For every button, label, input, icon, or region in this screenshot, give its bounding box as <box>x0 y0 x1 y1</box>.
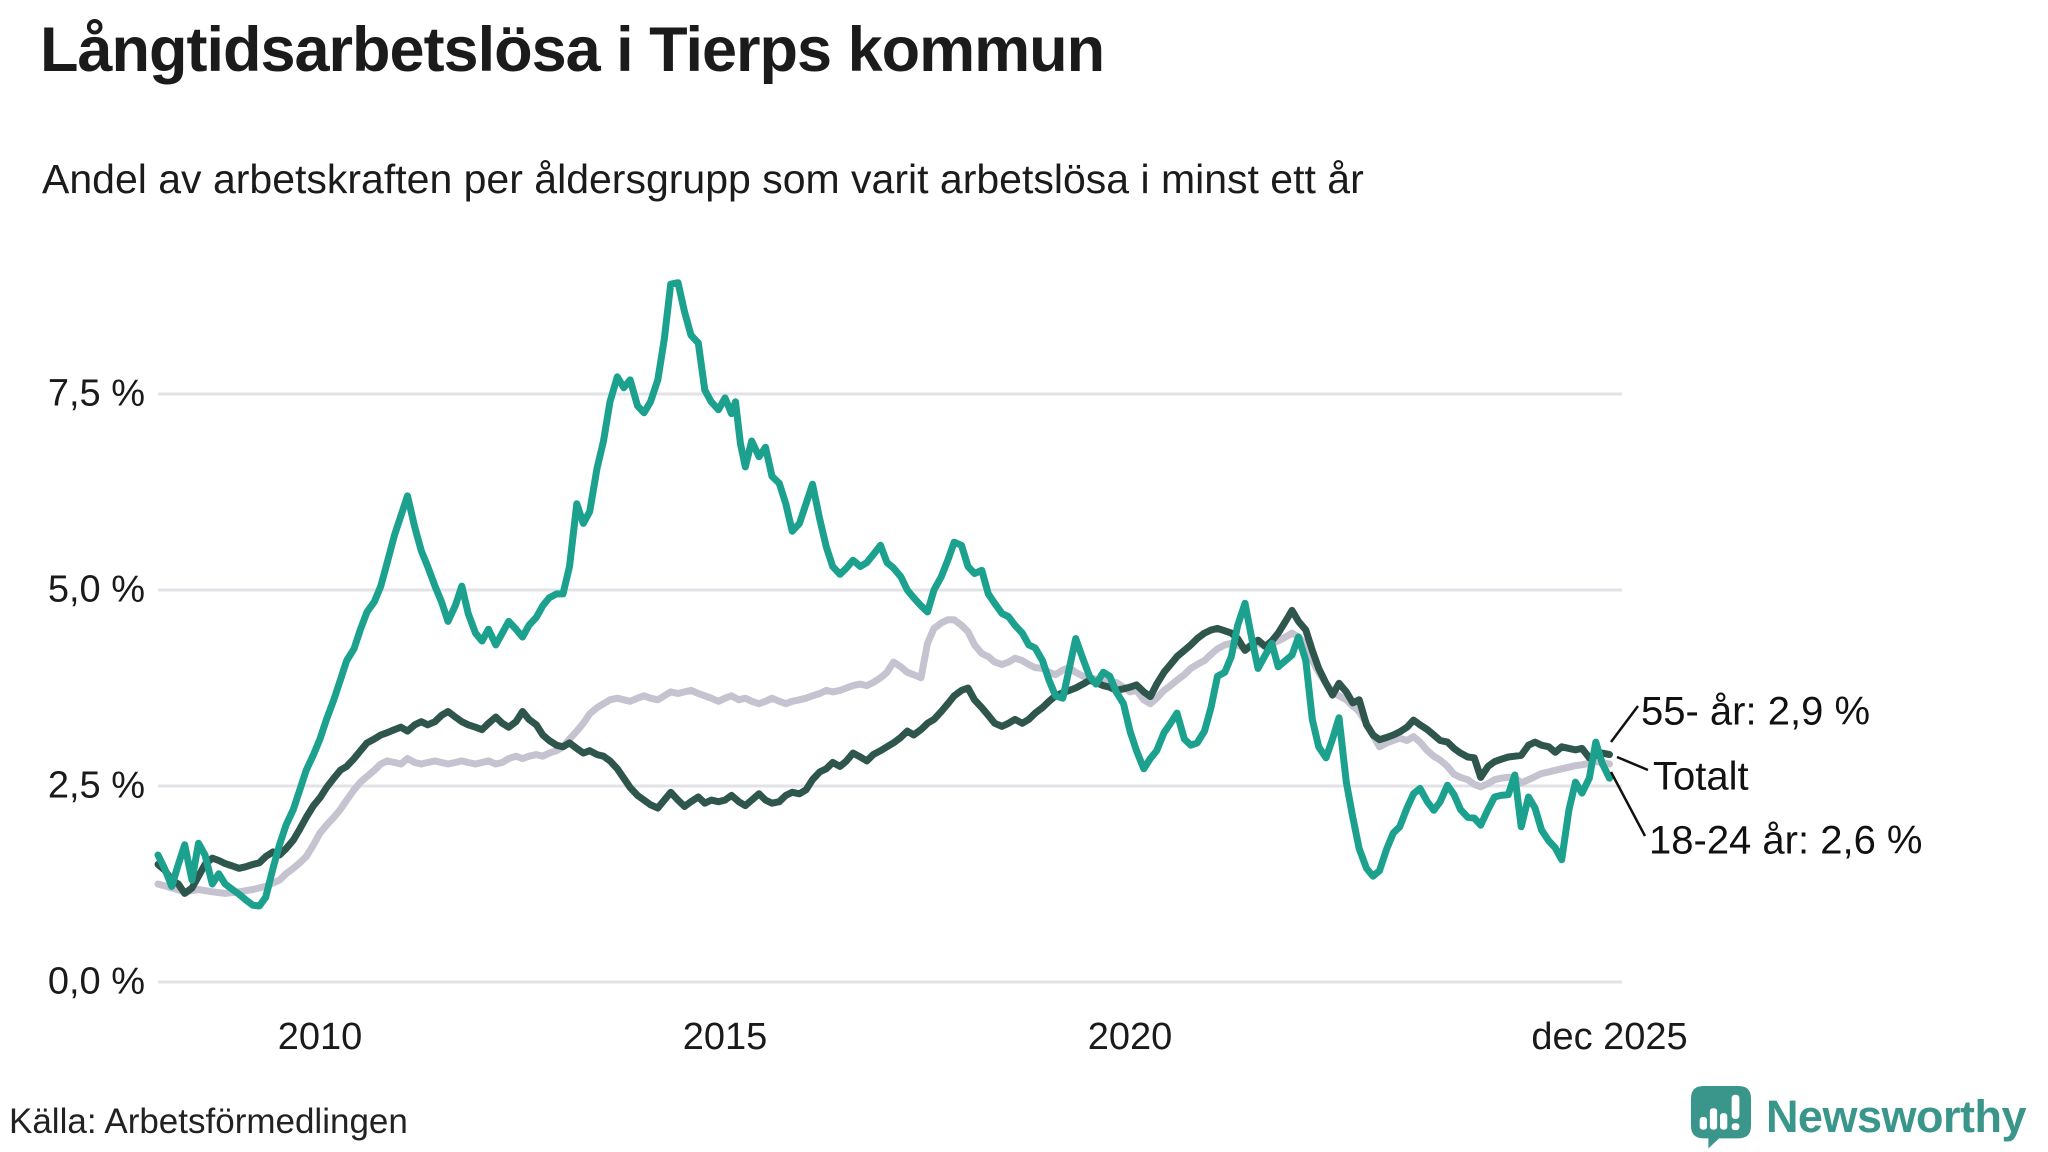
gridlines <box>158 392 1622 984</box>
page-title: Långtidsarbetslösa i Tierps kommun <box>40 15 1105 85</box>
series-end-label-55: 55- år: 2,9 % <box>1641 689 1871 734</box>
y-axis-tick: 2,5 % <box>47 764 145 807</box>
source-note: Källa: Arbetsförmedlingen <box>9 1102 408 1141</box>
chart-series <box>154 279 1613 910</box>
series-line-55--år <box>154 606 1613 897</box>
series-line-totalt <box>154 616 1613 897</box>
y-axis-tick: 0,0 % <box>47 960 145 1003</box>
x-axis-tick: 2010 <box>277 1016 363 1058</box>
annotation-leader-lines <box>1609 705 1649 837</box>
x-axis-tick: dec 2025 <box>1531 1016 1688 1058</box>
page-subtitle: Andel av arbetskraften per åldersgrupp s… <box>42 156 1364 202</box>
y-axis-tick: 7,5 % <box>47 372 145 415</box>
newsworthy-icon <box>1690 1086 1751 1149</box>
series-line-18-24-år <box>154 279 1613 910</box>
newsworthy-wordmark: Newsworthy <box>1765 1091 2027 1142</box>
series-end-label-18-24: 18-24 år: 2,6 % <box>1649 818 1923 863</box>
x-axis-tick: 2020 <box>1087 1016 1173 1058</box>
series-end-label-totalt: Totalt <box>1653 754 1749 799</box>
x-axis-tick: 2015 <box>682 1016 768 1058</box>
y-axis-tick: 5,0 % <box>47 568 145 611</box>
newsworthy-logo[interactable]: Newsworthy <box>1690 1086 2027 1149</box>
